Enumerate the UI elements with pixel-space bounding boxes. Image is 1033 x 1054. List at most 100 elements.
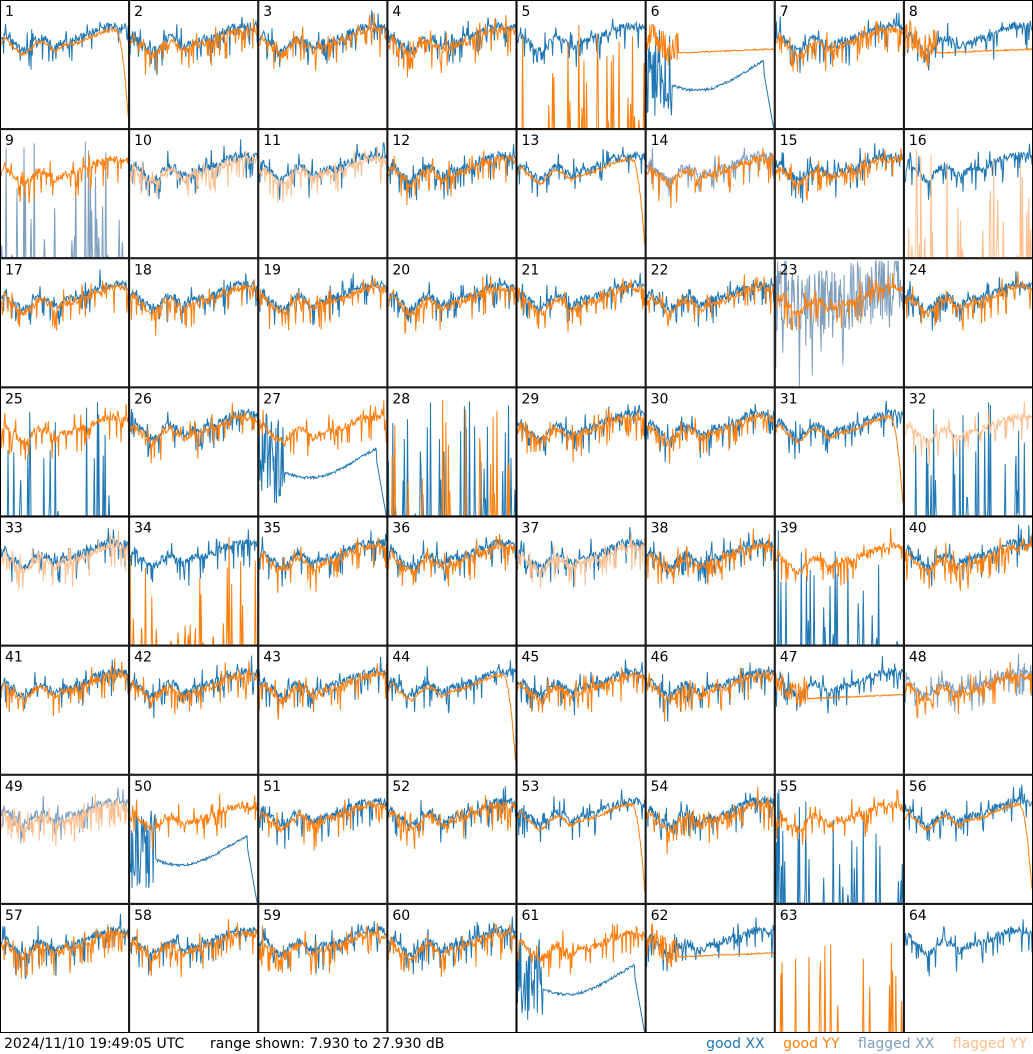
antenna-tile-5: 5 — [516, 0, 646, 130]
antenna-tile-25: 25 — [0, 387, 130, 517]
tile-border — [903, 0, 1033, 130]
tile-label: 5 — [522, 4, 531, 20]
tile-label: 18 — [134, 262, 152, 278]
antenna-tile-29: 29 — [516, 387, 646, 517]
antenna-tile-34: 34 — [129, 516, 259, 646]
tile-border — [258, 387, 388, 517]
tile-label: 35 — [263, 521, 281, 537]
antenna-tile-59: 59 — [258, 903, 388, 1033]
series-xx-tile-64 — [904, 919, 1033, 977]
antenna-tile-49: 49 — [0, 774, 130, 904]
series-yy-tile-22 — [646, 274, 775, 327]
tile-border — [0, 258, 130, 388]
antenna-tile-14: 14 — [645, 129, 775, 259]
tile-border — [129, 129, 259, 259]
series-yy-tile-10 — [129, 151, 258, 198]
antenna-tile-56: 56 — [903, 774, 1033, 904]
series-yy-tile-30 — [646, 412, 775, 464]
antenna-tile-39: 39 — [774, 516, 904, 646]
antenna-tile-4: 4 — [387, 0, 517, 130]
series-yy-tile-3 — [259, 12, 387, 71]
tile-label: 37 — [522, 521, 540, 537]
tile-border — [129, 903, 259, 1033]
tile-label: 44 — [392, 650, 410, 666]
antenna-tile-33: 33 — [0, 516, 130, 646]
antenna-tile-57: 57 — [0, 903, 130, 1033]
tile-label: 54 — [651, 779, 669, 795]
series-xx-tile-53 — [517, 789, 646, 842]
antenna-tile-54: 54 — [645, 774, 775, 904]
antenna-tile-6: 6 — [645, 0, 775, 130]
tile-label: 27 — [263, 391, 281, 407]
tile-label: 26 — [134, 391, 152, 407]
tile-label: 14 — [651, 133, 669, 149]
tile-border — [645, 645, 775, 775]
tile-border — [258, 645, 388, 775]
series-yy-tile-61 — [517, 923, 645, 977]
antenna-tile-46: 46 — [645, 645, 775, 775]
series-yy-tile-60 — [387, 924, 516, 977]
series-xx-tile-42 — [129, 655, 258, 719]
tile-label: 36 — [392, 521, 410, 537]
tile-border — [645, 387, 775, 517]
tile-label: 62 — [651, 908, 669, 924]
series-yy-tile-21 — [517, 277, 646, 333]
series-yy-tile-24 — [904, 271, 1033, 331]
series-xx-tile-40 — [904, 524, 1033, 587]
antenna-tile-63: 63 — [774, 903, 904, 1033]
antenna-tile-31: 31 — [774, 387, 904, 517]
antenna-tile-41: 41 — [0, 645, 130, 775]
series-yy-tile-9 — [0, 154, 129, 204]
tile-border — [387, 0, 517, 130]
series-yy-tile-42 — [129, 660, 258, 715]
tile-label: 51 — [263, 779, 281, 795]
tile-border — [258, 903, 388, 1033]
tile-border — [258, 0, 388, 130]
antenna-tile-37: 37 — [516, 516, 646, 646]
series-xx-tile-59 — [258, 921, 387, 974]
series-xx-tile-26 — [129, 408, 258, 458]
antenna-tile-16: 16 — [903, 129, 1033, 259]
tile-border — [0, 129, 130, 259]
tile-label: 9 — [5, 133, 14, 149]
series-yy-tile-4 — [387, 14, 516, 78]
tile-border — [516, 903, 646, 1033]
series-xx-tile-34 — [129, 529, 258, 586]
antenna-tile-64: 64 — [903, 903, 1033, 1033]
tile-border — [645, 774, 775, 904]
series-yy-tile-16 — [904, 149, 1032, 259]
series-xx-tile-62 — [646, 917, 775, 972]
series-xx-tile-54 — [646, 792, 775, 841]
tile-label: 38 — [651, 521, 669, 537]
tile-border — [774, 258, 904, 388]
tile-border — [129, 774, 259, 904]
legend-good-xx: good XX — [706, 1036, 765, 1052]
series-yy-tile-36 — [387, 533, 516, 587]
tile-border — [645, 258, 775, 388]
tile-label: 40 — [909, 521, 927, 537]
antenna-tile-28: 28 — [387, 387, 517, 517]
tile-label: 8 — [909, 4, 918, 20]
tile-border — [516, 387, 646, 517]
tile-border — [774, 0, 904, 130]
tile-label: 31 — [780, 391, 798, 407]
antenna-tile-38: 38 — [645, 516, 775, 646]
antenna-tile-60: 60 — [387, 903, 517, 1033]
tile-label: 48 — [909, 650, 927, 666]
tile-border — [645, 0, 775, 130]
tile-label: 24 — [909, 262, 927, 278]
tile-label: 33 — [5, 521, 23, 537]
tile-border — [0, 387, 130, 517]
series-yy-tile-12 — [387, 150, 516, 205]
tile-label: 4 — [392, 4, 401, 20]
series-yy-tile-33 — [0, 530, 129, 590]
tile-label: 32 — [909, 391, 927, 407]
tile-label: 22 — [651, 262, 669, 278]
antenna-tile-47: 47 — [774, 645, 904, 775]
antenna-tile-8: 8 — [903, 0, 1033, 130]
tile-label: 45 — [522, 650, 540, 666]
tile-label: 49 — [5, 779, 23, 795]
tile-label: 61 — [522, 908, 540, 924]
series-yy-tile-15 — [775, 148, 904, 201]
